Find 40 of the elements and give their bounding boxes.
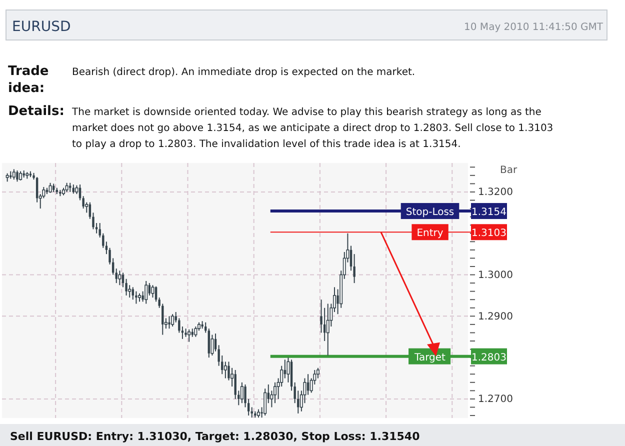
- annotation: 1.3154: [472, 207, 506, 218]
- y-tick-label: 1.2700: [478, 394, 513, 406]
- text: Bar: [500, 165, 518, 176]
- candlestick: [128, 284, 132, 298]
- candlestick: [135, 290, 138, 304]
- candlestick: [286, 357, 290, 383]
- candlestick: [168, 316, 170, 330]
- chart-title: EURUSD: [12, 19, 71, 35]
- candlestick: [148, 282, 151, 296]
- candlestick: [65, 182, 68, 192]
- y-tick-label: 1.2900: [478, 311, 513, 322]
- candlestick: [12, 168, 16, 180]
- candlestick: [208, 328, 210, 358]
- annotation: 1.2803: [472, 352, 506, 364]
- candlestick: [16, 170, 18, 182]
- text: 10 May 2010 11:41:50 GMT: [464, 22, 604, 33]
- candlestick: [151, 284, 154, 298]
- candlestick: [240, 382, 244, 404]
- candlestick: [194, 326, 198, 338]
- candlestick: [19, 170, 22, 181]
- y-tick-label: 1.3200: [478, 187, 513, 198]
- text: The market is downside oriented today. We advise to play this bearish strategy as long as the market does not go above 1.3154, as we anticipate a direct drop to 1.2803. Sell close to 1.3103 to play a drop to 1.2803. The invalidation level of this trade idea is at 1.3154.: [71, 107, 554, 150]
- annotation: 1.3103: [472, 228, 506, 240]
- candlestick: [188, 328, 191, 342]
- candlestick: [171, 314, 174, 328]
- ref-line-label: Entry: [416, 228, 444, 240]
- candlestick: [144, 280, 148, 304]
- ref-line-label: Target: [414, 352, 446, 364]
- y-tick-label: 1.3000: [478, 270, 513, 281]
- text: Bearish (direct drop). An immediate drop is expected on the market.: [72, 67, 416, 78]
- candlestick: [274, 382, 277, 404]
- text: Sell EURUSD: Entry: 1.31030, Target: 1.28030, Stop Loss: 1.31540: [10, 430, 420, 443]
- text: Trade idea:: [8, 64, 49, 96]
- candlestick: [154, 286, 158, 302]
- candlestick: [115, 268, 118, 284]
- candlestick: [326, 303, 330, 356]
- candlestick: [118, 270, 122, 286]
- candlestick: [48, 182, 52, 194]
- text: Details:: [8, 104, 64, 119]
- ref-line-label: Stop-Loss: [406, 207, 454, 218]
